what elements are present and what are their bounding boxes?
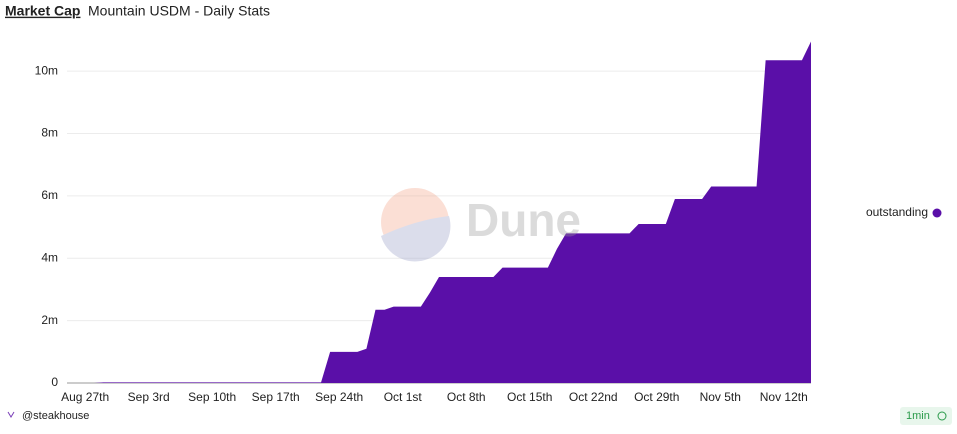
x-tick-label: Aug 27th — [61, 390, 109, 404]
author: @steakhouse — [22, 410, 89, 422]
x-tick-label: Oct 1st — [384, 390, 423, 404]
x-tick-label: Nov 12th — [760, 390, 808, 404]
refresh-badge — [900, 407, 952, 425]
y-tick-label: 10m — [35, 63, 58, 77]
tab[interactable]: Market Cap — [5, 3, 80, 19]
watermark: Dune — [381, 188, 581, 262]
x-tick-label: Oct 22nd — [569, 390, 618, 404]
legend-label: outstanding — [866, 205, 928, 219]
y-tick-label: 0 — [51, 375, 58, 389]
y-tick-label: 8m — [41, 126, 58, 140]
x-tick-label: Nov 5th — [700, 390, 741, 404]
area — [67, 41, 811, 384]
watermark-logo — [381, 188, 449, 256]
y-tick-label: 6m — [41, 188, 58, 202]
author-icon — [7, 411, 15, 418]
x-tick-label: Sep 3rd — [128, 390, 170, 404]
legend-swatch — [932, 208, 942, 218]
x-tick-label: Sep 17th — [252, 390, 300, 404]
x-tick-label: Oct 29th — [634, 390, 679, 404]
plot: 0 2m 4m 6m 8m 10m Aug 27th Sep 3rd Sep 10th Sep 1… — [35, 41, 942, 404]
refresh-icon — [937, 411, 947, 421]
x-tick-label: Sep 24th — [315, 390, 363, 404]
x-tick-label: Sep 10th — [188, 390, 236, 404]
title: Mountain USDM - Daily Stats — [88, 3, 270, 19]
refresh: 1min — [906, 410, 930, 422]
x-tick-label: Oct 15th — [507, 390, 552, 404]
watermark-logo — [381, 216, 451, 262]
x-tick-label: Oct 8th — [447, 390, 486, 404]
y-tick-label: 4m — [41, 250, 58, 264]
watermark-text: Dune — [466, 194, 581, 246]
y-tick-label: 2m — [41, 313, 58, 327]
